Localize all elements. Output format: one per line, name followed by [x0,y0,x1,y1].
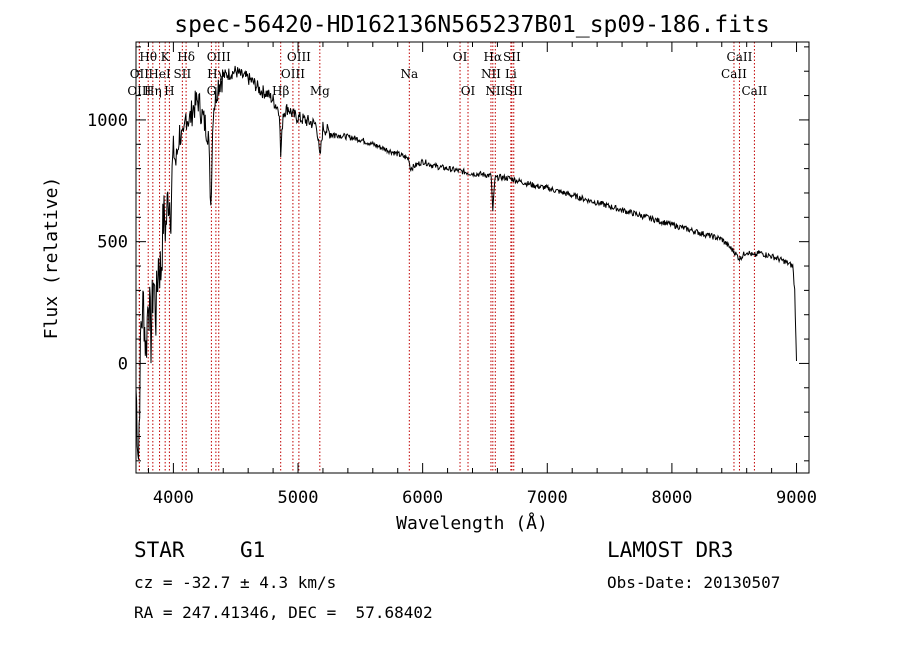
redshift-velocity: cz = -32.7 ± 4.3 km/s [134,573,337,592]
line-label-21: NII [485,84,505,98]
line-label-15: Mg [310,84,330,98]
plot-frame [135,41,810,474]
line-label-1: OII [130,67,150,81]
line-label-18: OI [461,84,476,98]
line-label-27: CaII [741,84,767,98]
y-tick-label: 0 [118,354,128,374]
line-label-4: HeI [148,67,171,81]
sky-coordinates: RA = 247.41346, DEC = 57.68402 [134,603,433,622]
line-label-19: Hα [484,50,503,64]
line-label-16: Na [400,67,418,81]
x-tick-label: 5000 [278,488,319,508]
line-label-14: OIII [281,67,305,81]
x-axis-ticks: 4000 5000 6000 7000 8000 9000 [147,42,817,508]
line-label-3: Hη [144,84,162,98]
x-tick-label: 4000 [153,488,194,508]
y-tick-label: 1000 [87,111,128,131]
line-label-7: H [164,84,174,98]
line-label-6: SII [174,67,192,81]
spectral-line-markers [138,42,755,473]
x-tick-label: 7000 [527,488,568,508]
line-label-8: Hδ [177,50,195,64]
line-label-25: CaII [727,50,753,64]
line-label-11: G [207,84,217,98]
object-subclass: G1 [240,538,266,562]
y-tick-label: 500 [97,233,128,253]
x-axis-label: Wavelength (Å) [396,512,548,534]
line-label-26: CaII [721,67,747,81]
line-label-9: OIII [207,50,231,64]
line-label-5: K [161,50,171,64]
observation-date: Obs-Date: 20130507 [607,573,781,592]
x-tick-label: 8000 [651,488,692,508]
spectrum-line [135,65,797,460]
line-label-23: Li [505,67,517,81]
x-tick-label: 9000 [776,488,817,508]
line-label-20: NII [481,67,501,81]
line-label-24: SII [505,84,523,98]
object-class: STAR [134,538,185,562]
line-label-10: Hγ [207,67,225,81]
survey-name: LAMOST DR3 [607,538,734,562]
line-label-17: OI [453,50,468,64]
chart-title: spec-56420-HD162136N565237B01_sp09-186.f… [174,12,769,38]
y-axis-label: Flux (relative) [41,177,62,340]
x-tick-label: 6000 [402,488,443,508]
line-label-22: SII [503,50,521,64]
line-label-0: Hθ [139,50,157,64]
line-label-2: OIII [127,84,151,98]
line-label-13: OIII [287,50,311,64]
line-label-12: Hβ [272,84,289,98]
y-axis-ticks: 0 500 1000 [87,46,809,462]
